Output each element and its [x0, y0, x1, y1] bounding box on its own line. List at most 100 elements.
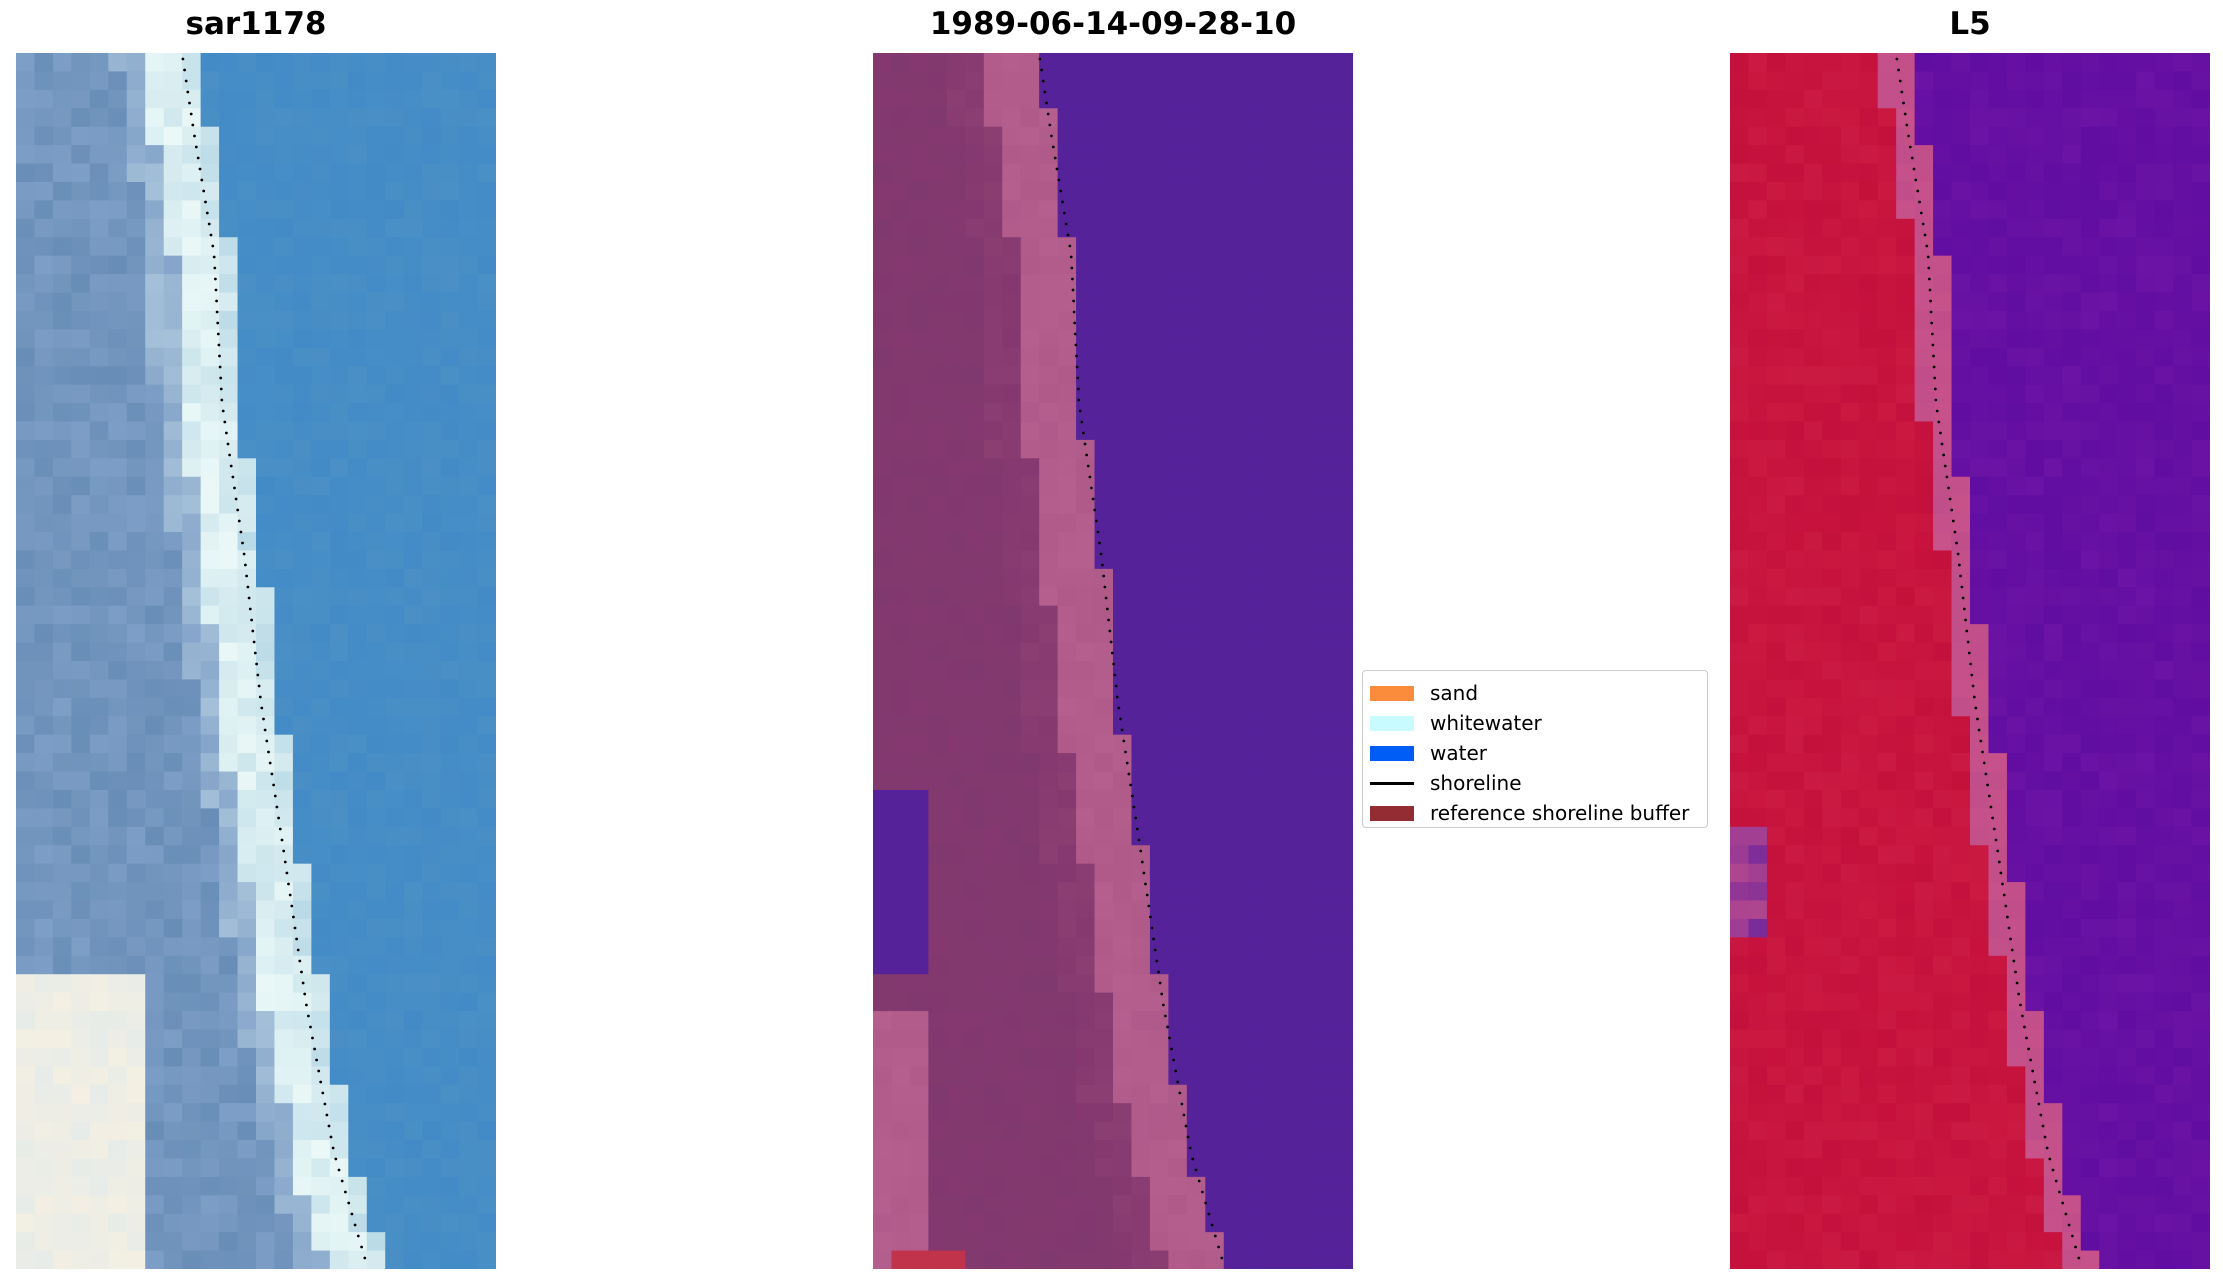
image-pixel — [1988, 421, 2008, 441]
image-pixel — [1970, 568, 1990, 588]
image-pixel — [891, 403, 911, 423]
image-pixel — [1131, 1158, 1151, 1178]
image-pixel — [385, 587, 405, 607]
image-pixel — [891, 292, 911, 312]
image-pixel — [52, 624, 72, 644]
image-pixel — [366, 992, 386, 1012]
image-pixel — [1785, 661, 1805, 681]
image-pixel — [1822, 458, 1842, 478]
image-pixel — [422, 439, 442, 459]
image-pixel — [163, 108, 183, 128]
image-pixel — [1896, 126, 1916, 146]
image-pixel — [459, 145, 479, 165]
image-pixel — [891, 1158, 911, 1178]
image-pixel — [891, 550, 911, 570]
image-pixel — [909, 495, 929, 515]
image-pixel — [983, 624, 1003, 644]
image-pixel — [1039, 568, 1059, 588]
image-pixel — [1131, 274, 1151, 294]
image-pixel — [2025, 403, 2045, 423]
image-pixel — [292, 642, 312, 662]
image-pixel — [348, 974, 368, 994]
image-pixel — [145, 126, 165, 146]
image-pixel — [928, 1250, 948, 1269]
image-pixel — [1002, 1121, 1022, 1141]
image-pixel — [1168, 661, 1188, 681]
image-pixel — [422, 1140, 442, 1160]
image-pixel — [1933, 126, 1953, 146]
image-pixel — [403, 1029, 423, 1049]
image-pixel — [2062, 495, 2082, 515]
image-pixel — [2117, 439, 2137, 459]
image-pixel — [1057, 826, 1077, 846]
image-pixel — [1186, 642, 1206, 662]
image-pixel — [329, 458, 349, 478]
image-pixel — [1002, 1213, 1022, 1233]
image-pixel — [1057, 1011, 1077, 1031]
image-pixel — [1803, 218, 1823, 238]
image-pixel — [1297, 476, 1317, 496]
image-pixel — [329, 753, 349, 773]
image-pixel — [366, 918, 386, 938]
image-pixel — [145, 679, 165, 699]
image-pixel — [1970, 421, 1990, 441]
image-pixel — [1748, 163, 1768, 183]
image-pixel — [16, 53, 36, 73]
image-pixel — [1057, 476, 1077, 496]
image-pixel — [366, 1029, 386, 1049]
shoreline-point — [1174, 1069, 1178, 1073]
image-pixel — [909, 458, 929, 478]
image-pixel — [1877, 882, 1897, 902]
image-pixel — [1131, 1176, 1151, 1196]
image-pixel — [237, 937, 257, 957]
image-pixel — [946, 1121, 966, 1141]
image-pixel — [348, 421, 368, 441]
image-pixel — [1002, 697, 1022, 717]
image-pixel — [2136, 476, 2156, 496]
image-pixel — [1242, 716, 1262, 736]
image-pixel — [2080, 200, 2100, 220]
image-pixel — [52, 163, 72, 183]
image-pixel — [2117, 642, 2137, 662]
image-pixel — [1020, 1066, 1040, 1086]
image-pixel — [2080, 826, 2100, 846]
image-pixel — [2062, 89, 2082, 109]
image-pixel — [256, 1250, 276, 1269]
image-pixel — [1260, 642, 1280, 662]
image-pixel — [1840, 716, 1860, 736]
image-pixel — [182, 347, 202, 367]
image-pixel — [459, 532, 479, 552]
image-pixel — [1859, 310, 1879, 330]
image-pixel — [292, 863, 312, 883]
image-pixel — [873, 808, 893, 828]
image-pixel — [1039, 476, 1059, 496]
image-pixel — [1205, 439, 1225, 459]
image-pixel — [1223, 1195, 1243, 1215]
image-pixel — [1076, 587, 1096, 607]
shoreline-point — [268, 761, 272, 765]
image-pixel — [1186, 826, 1206, 846]
image-pixel — [1020, 89, 1040, 109]
image-pixel — [1822, 532, 1842, 552]
image-pixel — [2043, 753, 2063, 773]
image-pixel — [1730, 587, 1750, 607]
image-pixel — [1316, 495, 1336, 515]
shoreline-point — [255, 662, 258, 666]
image-pixel — [1002, 918, 1022, 938]
image-pixel — [2043, 661, 2063, 681]
image-pixel — [1933, 458, 1953, 478]
image-pixel — [2117, 403, 2137, 423]
image-pixel — [182, 513, 202, 533]
image-pixel — [965, 771, 985, 791]
image-pixel — [1020, 1140, 1040, 1160]
image-pixel — [946, 347, 966, 367]
image-pixel — [348, 218, 368, 238]
image-pixel — [366, 568, 386, 588]
image-pixel — [1914, 384, 1934, 404]
image-pixel — [440, 1250, 460, 1269]
image-pixel — [1020, 458, 1040, 478]
image-pixel — [1334, 1029, 1353, 1049]
image-pixel — [422, 1195, 442, 1215]
image-pixel — [348, 237, 368, 257]
image-pixel — [1877, 329, 1897, 349]
